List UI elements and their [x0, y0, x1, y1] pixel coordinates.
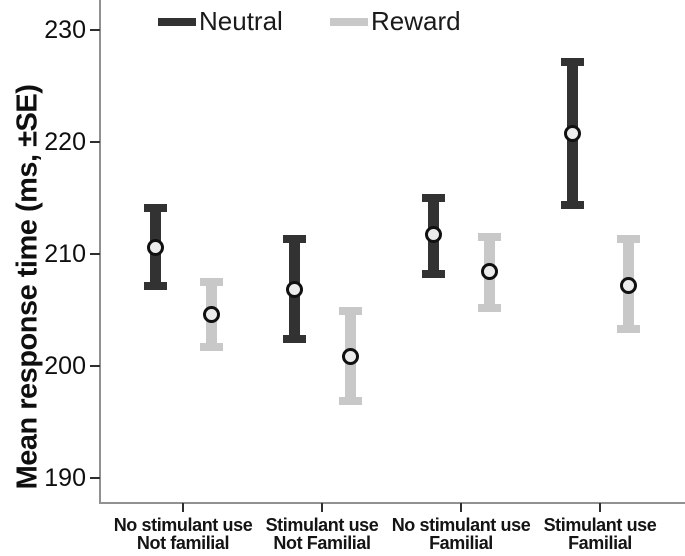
y-tick-190 [90, 477, 100, 480]
mean-marker-reward-group1 [202, 306, 220, 323]
x-label-4-line1: Stimulant use [543, 515, 657, 535]
y-tick-210 [90, 252, 100, 255]
errorbar-cap-bottom-reward-group2 [338, 396, 362, 405]
x-label-4: Stimulant use Familial [500, 516, 685, 552]
mean-marker-reward-group4 [619, 276, 637, 294]
y-tick-label-200: 200 [44, 352, 86, 381]
y-tick-label-210: 210 [44, 239, 86, 268]
x-label-4-line2: Familial [568, 533, 632, 553]
mean-marker-neutral-group4 [563, 125, 581, 143]
legend-item-neutral: Neutral [158, 7, 283, 35]
x-tick-3 [460, 503, 462, 512]
errorbar-cap-bottom-neutral-group2 [282, 335, 306, 344]
legend-item-reward: Reward [330, 7, 461, 35]
x-label-1-line2: Not familial [136, 533, 230, 553]
mean-marker-neutral-group2 [285, 281, 303, 299]
legend-swatch-neutral [158, 17, 196, 26]
y-tick-label-190: 190 [44, 464, 86, 493]
y-tick-220 [90, 140, 100, 143]
x-axis-line [99, 502, 685, 504]
mean-marker-reward-group2 [341, 347, 359, 365]
x-label-1-line1: No stimulant use [113, 515, 253, 535]
x-label-3: No stimulant use Familial [361, 516, 561, 552]
y-tick-230 [90, 28, 100, 31]
y-axis-line [99, 0, 101, 503]
x-label-2-line2: Not Familial [273, 533, 371, 553]
legend-swatch-reward [330, 17, 368, 26]
errorbar-cap-bottom-neutral-group1 [143, 282, 167, 291]
errorbar-cap-bottom-reward-group3 [477, 303, 501, 312]
x-label-3-line2: Familial [429, 533, 493, 553]
y-tick-label-220: 220 [44, 127, 86, 156]
y-tick-200 [90, 365, 100, 368]
x-label-1: No stimulant use Not familial [83, 516, 283, 552]
x-tick-1 [182, 503, 184, 512]
errorbar-cap-bottom-reward-group1 [199, 343, 223, 352]
errorbar-cap-bottom-neutral-group3 [421, 270, 445, 279]
x-label-2-line1: Stimulant use [265, 515, 379, 535]
legend: Neutral Reward [0, 0, 685, 45]
x-label-2: Stimulant use Not Familial [222, 516, 422, 552]
errorbar-cap-bottom-reward-group4 [616, 325, 640, 334]
mean-marker-neutral-group1 [146, 238, 164, 256]
y-tick-label-230: 230 [44, 15, 86, 44]
x-tick-4 [599, 503, 601, 512]
legend-label-neutral: Neutral [199, 6, 283, 36]
mean-marker-reward-group3 [480, 263, 498, 281]
x-tick-2 [321, 503, 323, 512]
mean-marker-neutral-group3 [424, 226, 442, 244]
x-label-3-line1: No stimulant use [391, 515, 531, 535]
errorbar-cap-bottom-neutral-group4 [560, 200, 584, 209]
legend-label-reward: Reward [371, 6, 461, 36]
